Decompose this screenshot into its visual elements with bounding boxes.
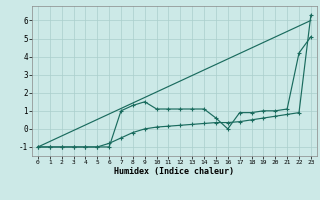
X-axis label: Humidex (Indice chaleur): Humidex (Indice chaleur) xyxy=(115,167,234,176)
